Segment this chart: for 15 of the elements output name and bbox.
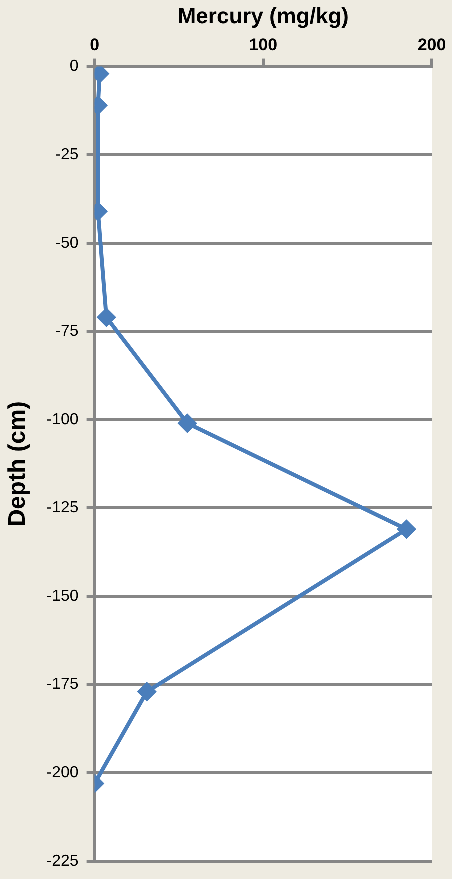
y-tick-label: -200	[46, 764, 79, 782]
x-tick-label: 100	[249, 35, 278, 54]
x-tick-label: 200	[418, 35, 446, 54]
y-tick-label: -150	[46, 588, 79, 605]
x-axis-title: Mercury (mg/kg)	[178, 3, 349, 28]
y-tick-label: -100	[46, 411, 79, 428]
y-tick-label: -225	[46, 852, 79, 870]
y-tick-label: -175	[46, 676, 79, 694]
y-tick-label: 0	[70, 58, 79, 76]
y-axis-title: Depth (cm)	[4, 401, 32, 527]
y-tick-label: -50	[56, 234, 79, 252]
y-tick-label: -25	[56, 146, 79, 164]
y-tick-label: -125	[46, 500, 79, 517]
y-tick-label: -75	[56, 323, 79, 340]
x-tick-label: 0	[90, 35, 100, 54]
